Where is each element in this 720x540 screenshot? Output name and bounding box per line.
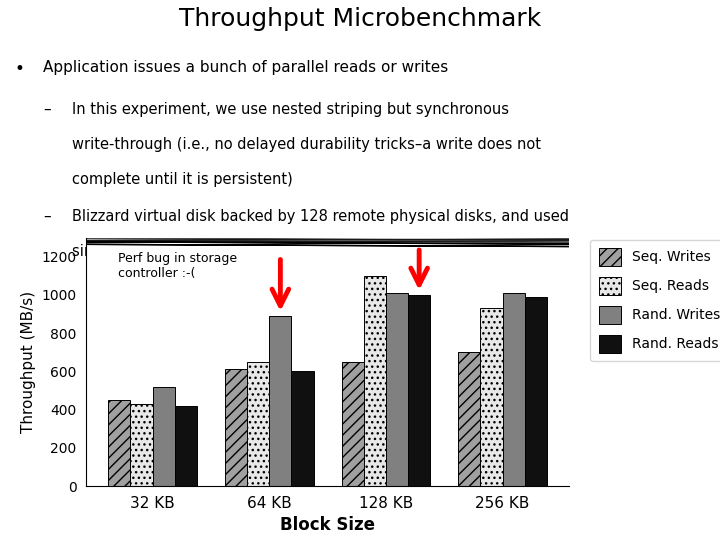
Bar xyxy=(458,352,480,486)
Text: •: • xyxy=(14,60,24,78)
Bar xyxy=(525,297,547,486)
Bar xyxy=(480,308,503,486)
Bar xyxy=(503,293,525,486)
Ellipse shape xyxy=(0,235,720,248)
Text: Perf bug in storage
controller :-(: Perf bug in storage controller :-( xyxy=(117,252,237,280)
Text: Throughput Microbenchmark: Throughput Microbenchmark xyxy=(179,7,541,31)
Bar xyxy=(225,369,247,486)
Ellipse shape xyxy=(0,233,720,246)
Bar xyxy=(247,362,269,486)
Bar xyxy=(175,406,197,486)
Bar xyxy=(269,316,292,486)
Bar xyxy=(364,276,386,486)
Ellipse shape xyxy=(0,233,720,246)
Legend: Seq. Writes, Seq. Reads, Rand. Writes, Rand. Reads: Seq. Writes, Seq. Reads, Rand. Writes, R… xyxy=(590,240,720,361)
Y-axis label: Throughput (MB/s): Throughput (MB/s) xyxy=(21,291,36,433)
Ellipse shape xyxy=(0,240,720,251)
Ellipse shape xyxy=(0,238,720,249)
Bar xyxy=(108,400,130,486)
Bar xyxy=(386,293,408,486)
Bar xyxy=(341,362,364,486)
Ellipse shape xyxy=(0,235,720,248)
Text: write-through (i.e., no delayed durability tricks–a write does not: write-through (i.e., no delayed durabili… xyxy=(72,137,541,152)
Text: –: – xyxy=(43,209,51,224)
Text: single replication: single replication xyxy=(72,244,197,259)
X-axis label: Block Size: Block Size xyxy=(280,516,375,534)
Text: Application issues a bunch of parallel reads or writes: Application issues a bunch of parallel r… xyxy=(43,60,449,76)
Bar xyxy=(153,387,175,486)
Text: In this experiment, we use nested striping but synchronous: In this experiment, we use nested stripi… xyxy=(72,102,509,117)
Text: –: – xyxy=(43,102,51,117)
Bar xyxy=(130,404,153,486)
Bar xyxy=(292,372,314,486)
Bar xyxy=(408,295,431,486)
Text: complete until it is persistent): complete until it is persistent) xyxy=(72,172,293,187)
Text: Blizzard virtual disk backed by 128 remote physical disks, and used: Blizzard virtual disk backed by 128 remo… xyxy=(72,209,569,224)
